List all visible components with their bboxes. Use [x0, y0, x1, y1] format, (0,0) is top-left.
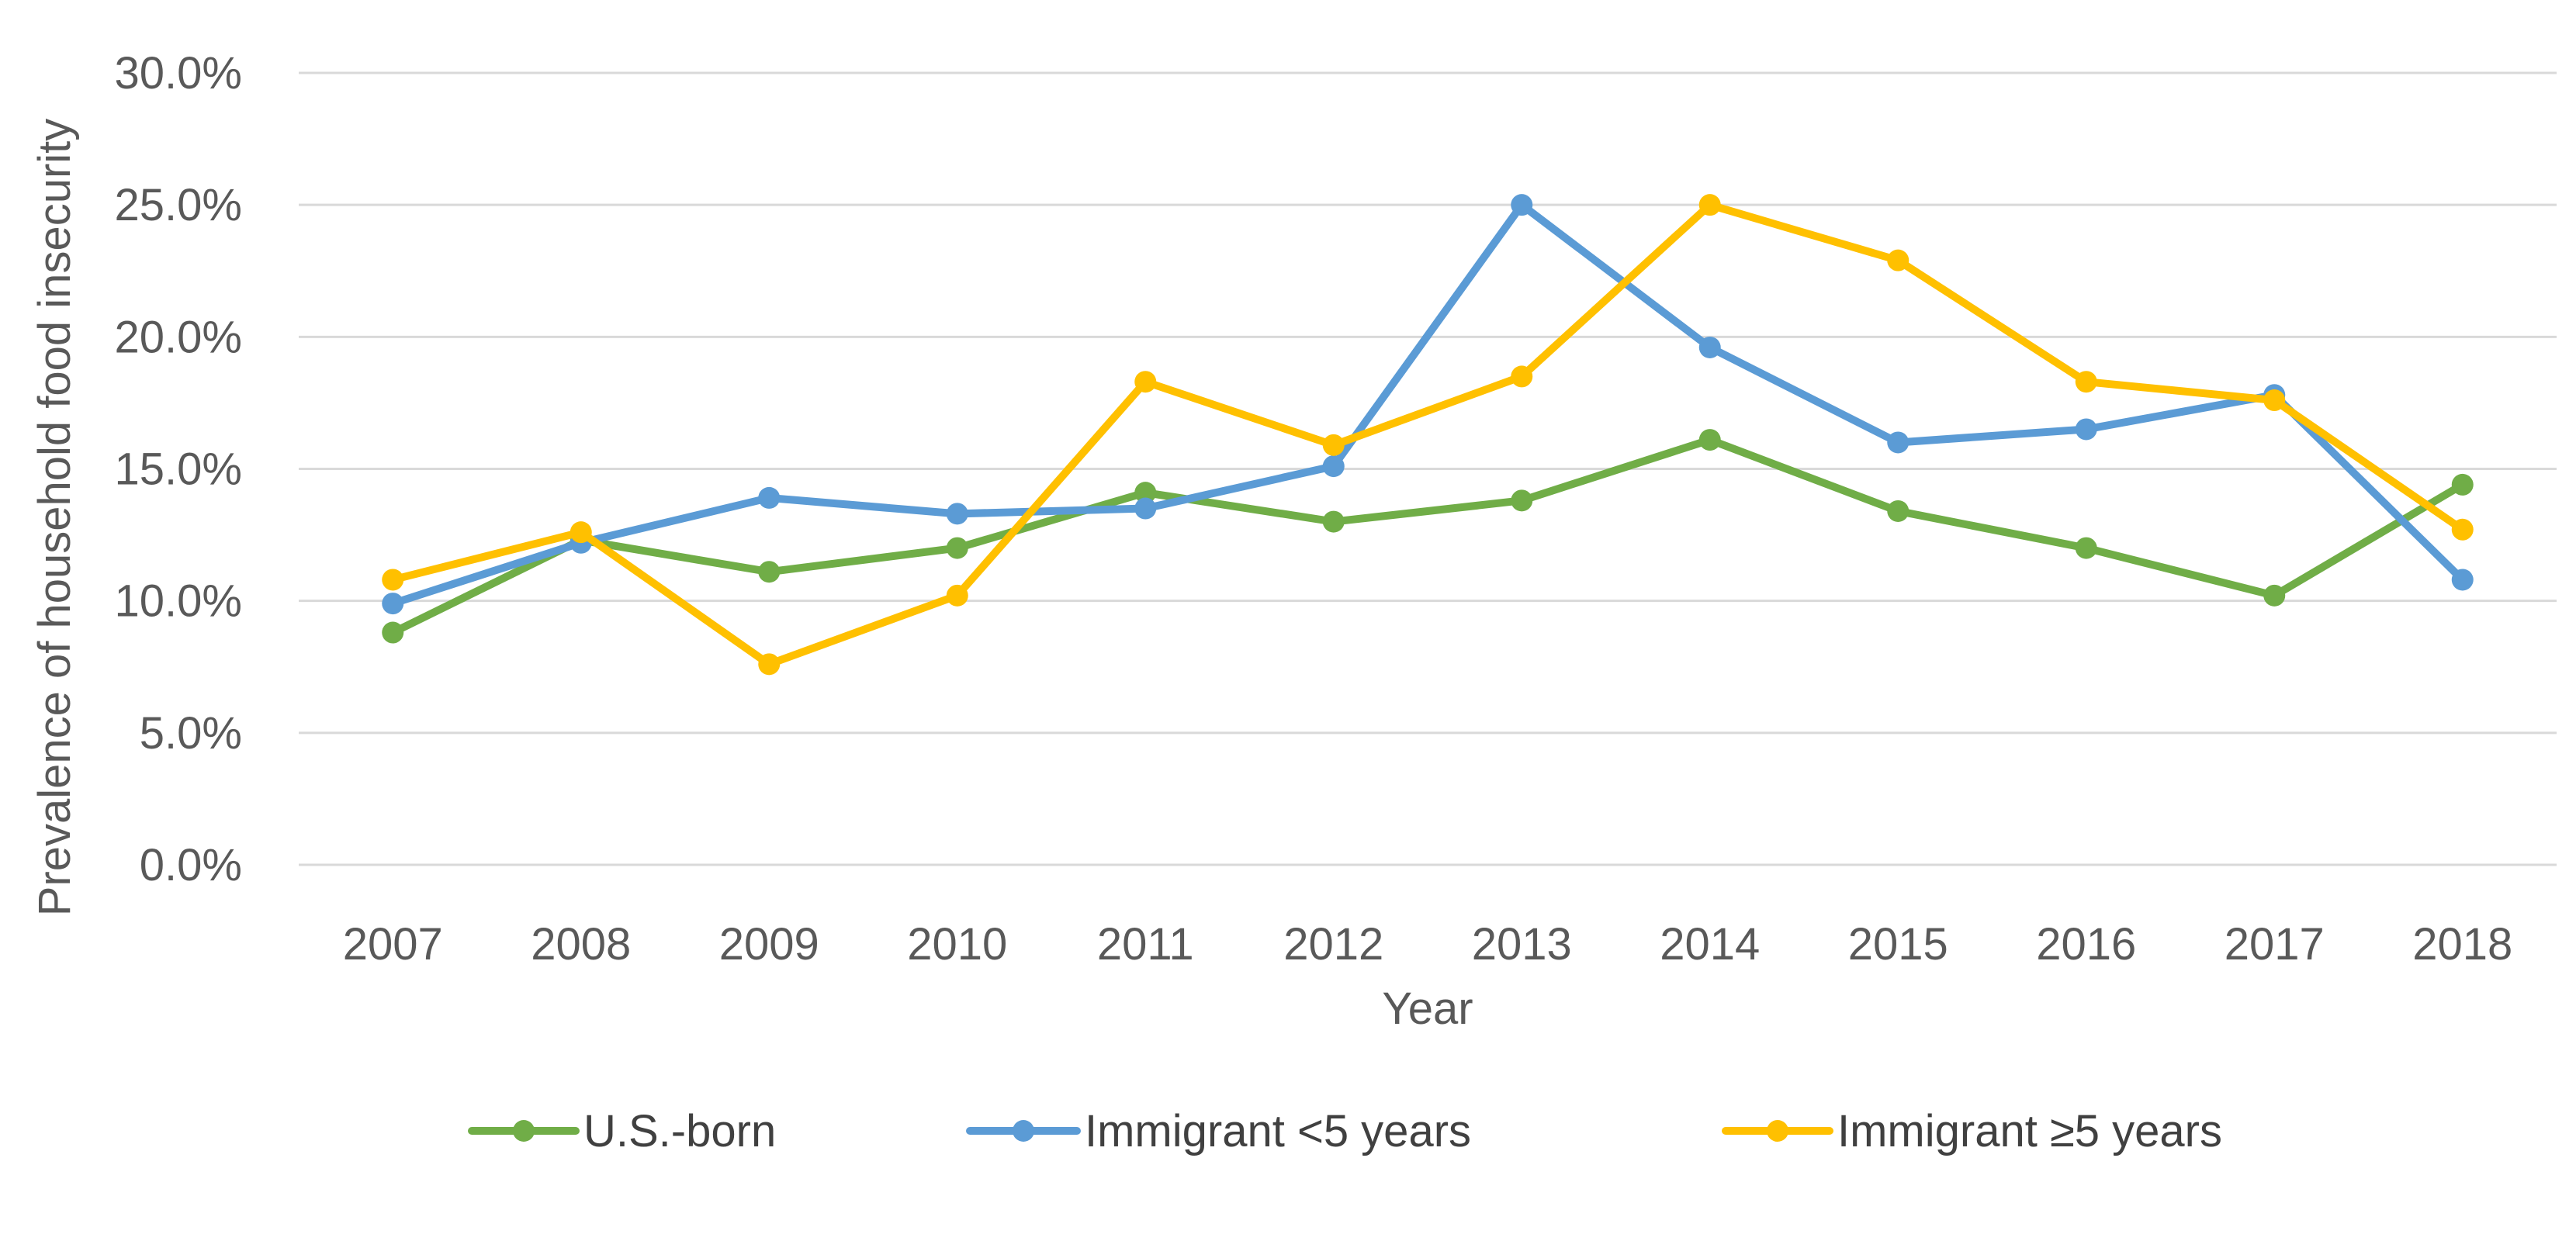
data-point	[946, 584, 968, 607]
legend-item: Immigrant ≥5 years	[1722, 1106, 2222, 1156]
x-tick-label: 2010	[907, 919, 1007, 970]
data-point	[758, 561, 781, 583]
data-point	[2451, 518, 2474, 541]
data-point	[1887, 431, 1909, 454]
y-tick-label: 30.0%	[115, 48, 242, 99]
legend-label: Immigrant ≥5 years	[1837, 1106, 2222, 1156]
data-point	[382, 621, 404, 644]
data-point	[2263, 389, 2286, 412]
data-point	[946, 537, 968, 559]
y-tick-label: 0.0%	[140, 840, 242, 890]
data-point	[1322, 510, 1345, 533]
data-point	[2451, 473, 2474, 496]
legend-swatch-marker	[513, 1120, 535, 1142]
x-tick-label: 2018	[2412, 919, 2512, 970]
x-tick-label: 2016	[2036, 919, 2136, 970]
legend-item: Immigrant <5 years	[966, 1106, 1471, 1156]
y-axis-tick-labels: 0.0% 5.0% 10.0% 15.0% 20.0% 25.0% 30.0%	[115, 48, 242, 890]
series-immigrant-5-years	[382, 194, 2474, 676]
data-point	[1322, 455, 1345, 478]
x-tick-label: 2012	[1283, 919, 1383, 970]
data-point	[1134, 371, 1157, 393]
data-point	[382, 569, 404, 591]
x-tick-label: 2009	[719, 919, 819, 970]
x-tick-label: 2017	[2225, 919, 2325, 970]
x-tick-label: 2013	[1472, 919, 1572, 970]
x-tick-label: 2015	[1848, 919, 1948, 970]
data-point	[1511, 489, 1533, 512]
data-point	[1698, 336, 1721, 358]
data-point	[2075, 537, 2097, 559]
x-tick-label: 2011	[1097, 919, 1194, 970]
data-point	[1134, 482, 1157, 504]
y-tick-label: 5.0%	[140, 708, 242, 759]
y-tick-label: 25.0%	[115, 180, 242, 230]
y-tick-label: 15.0%	[115, 444, 242, 495]
data-point	[2075, 371, 2097, 393]
gridlines	[299, 71, 2557, 866]
data-point	[1698, 429, 1721, 451]
x-axis-tick-labels: 2007 2008 2009 2010 2011 2012 2013 2014 2015 2016…	[343, 919, 2513, 970]
series-line	[389, 201, 2467, 608]
legend-item: U.S.-born	[468, 1106, 776, 1156]
data-point	[1511, 365, 1533, 388]
legend-label: Immigrant <5 years	[1085, 1106, 1471, 1156]
y-tick-label: 10.0%	[115, 576, 242, 627]
data-point	[1322, 434, 1345, 456]
data-point	[2451, 569, 2474, 591]
y-axis-title: Prevalence of household food insecurity	[29, 119, 80, 917]
data-point	[946, 503, 968, 525]
x-axis-title: Year	[1382, 983, 1473, 1034]
data-point	[758, 486, 781, 509]
data-point	[1698, 194, 1721, 216]
data-point	[382, 593, 404, 615]
legend-swatch-marker	[1013, 1120, 1034, 1142]
legend-label: U.S.-born	[583, 1106, 776, 1156]
data-series	[382, 194, 2474, 676]
x-tick-label: 2007	[343, 919, 443, 970]
x-tick-label: 2008	[531, 919, 631, 970]
series-line	[389, 201, 2467, 669]
legend-swatch-marker	[1767, 1120, 1788, 1142]
y-tick-label: 20.0%	[115, 312, 242, 362]
legend: U.S.-born Immigrant <5 years Immigrant ≥5 …	[468, 1106, 2222, 1156]
data-point	[570, 521, 592, 544]
data-point	[1887, 500, 1909, 522]
data-point	[758, 653, 781, 676]
x-tick-label: 2014	[1660, 919, 1760, 970]
series-immigrant-5-years	[382, 194, 2474, 615]
data-point	[2263, 584, 2286, 607]
data-point	[1887, 249, 1909, 271]
series-line	[389, 436, 2467, 637]
data-point	[2075, 418, 2097, 441]
data-point	[1511, 194, 1533, 216]
data-point	[1134, 497, 1157, 520]
